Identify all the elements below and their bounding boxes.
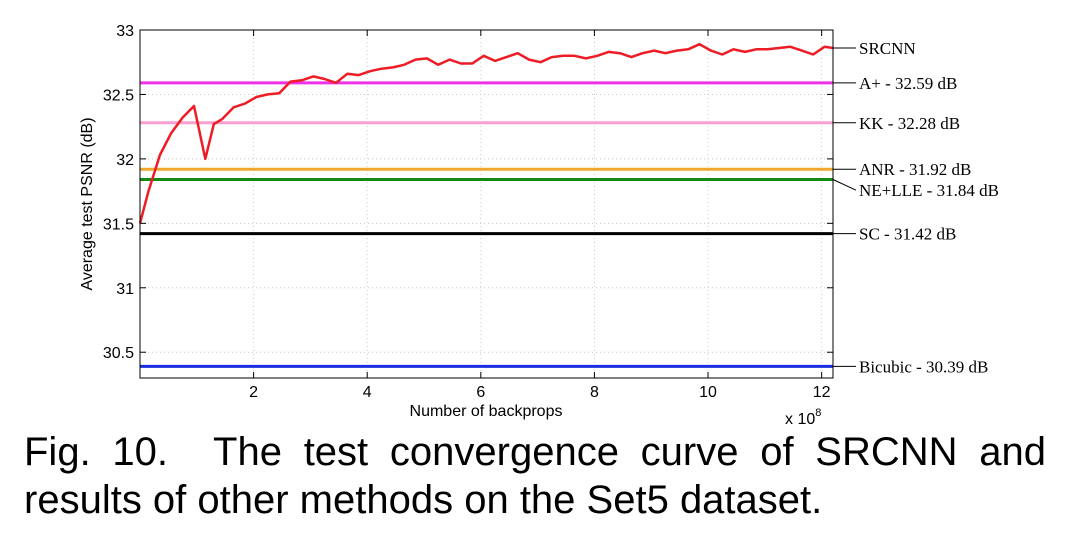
line-label-a-: A+ - 32.59 dB [859,74,957,93]
y-tick-label: 30.5 [103,345,134,362]
x-tick-label: 12 [813,384,831,401]
line-label-sc: SC - 31.42 dB [859,225,956,244]
line-labels: SRCNN A+ - 32.59 dB KK - 32.28 dB ANR - 31.… [859,39,999,376]
x-tick-label: 4 [363,384,372,401]
caption-figure-number: Fig. 10. [24,430,169,474]
label-leaders [832,47,857,367]
y-ticks: 30.5 31 31.5 32 32.5 33 [103,23,833,362]
x-tick-label: 2 [249,384,258,401]
x-axis-exponent: x 108 [785,407,821,428]
line-label-kk: KK - 32.28 dB [859,114,960,133]
series-layer [138,42,834,224]
chart: 2 4 6 8 10 12 30.5 31 31.5 32 32.5 33 SRCNN A+ - 32… [79,23,999,428]
label-leader-ne-lle [832,179,857,191]
y-tick-label: 31.5 [103,216,134,233]
y-tick-label: 32 [116,152,134,169]
y-tick-label: 31 [116,281,134,298]
y-tick-label: 33 [116,23,134,40]
plot-frame [139,29,834,379]
x-tick-label: 8 [590,384,599,401]
figure-caption: Fig. 10. The test convergence curve of S… [24,428,1046,524]
line-label-bicubic: Bicubic - 30.39 dB [859,357,988,376]
x-tick-label: 6 [476,384,485,401]
x-axis-title: Number of backprops [410,403,563,420]
x-exponent-base: x 10 [785,411,815,428]
line-label-srcnn: SRCNN [859,39,916,58]
y-tick-label: 32.5 [103,87,134,104]
reference-lines [140,81,833,368]
x-tick-label: 10 [699,384,717,401]
x-exponent-power: 8 [815,407,821,419]
series-line-srcnn [138,42,834,224]
x-ticks: 2 4 6 8 10 12 [249,30,831,401]
line-label-anr: ANR - 31.92 dB [859,160,971,179]
caption-text: The test convergence curve of SRCNN and … [24,430,1046,522]
y-axis-title: Average test PSNR (dB) [79,117,96,290]
line-label-ne-lle: NE+LLE - 31.84 dB [859,181,999,200]
